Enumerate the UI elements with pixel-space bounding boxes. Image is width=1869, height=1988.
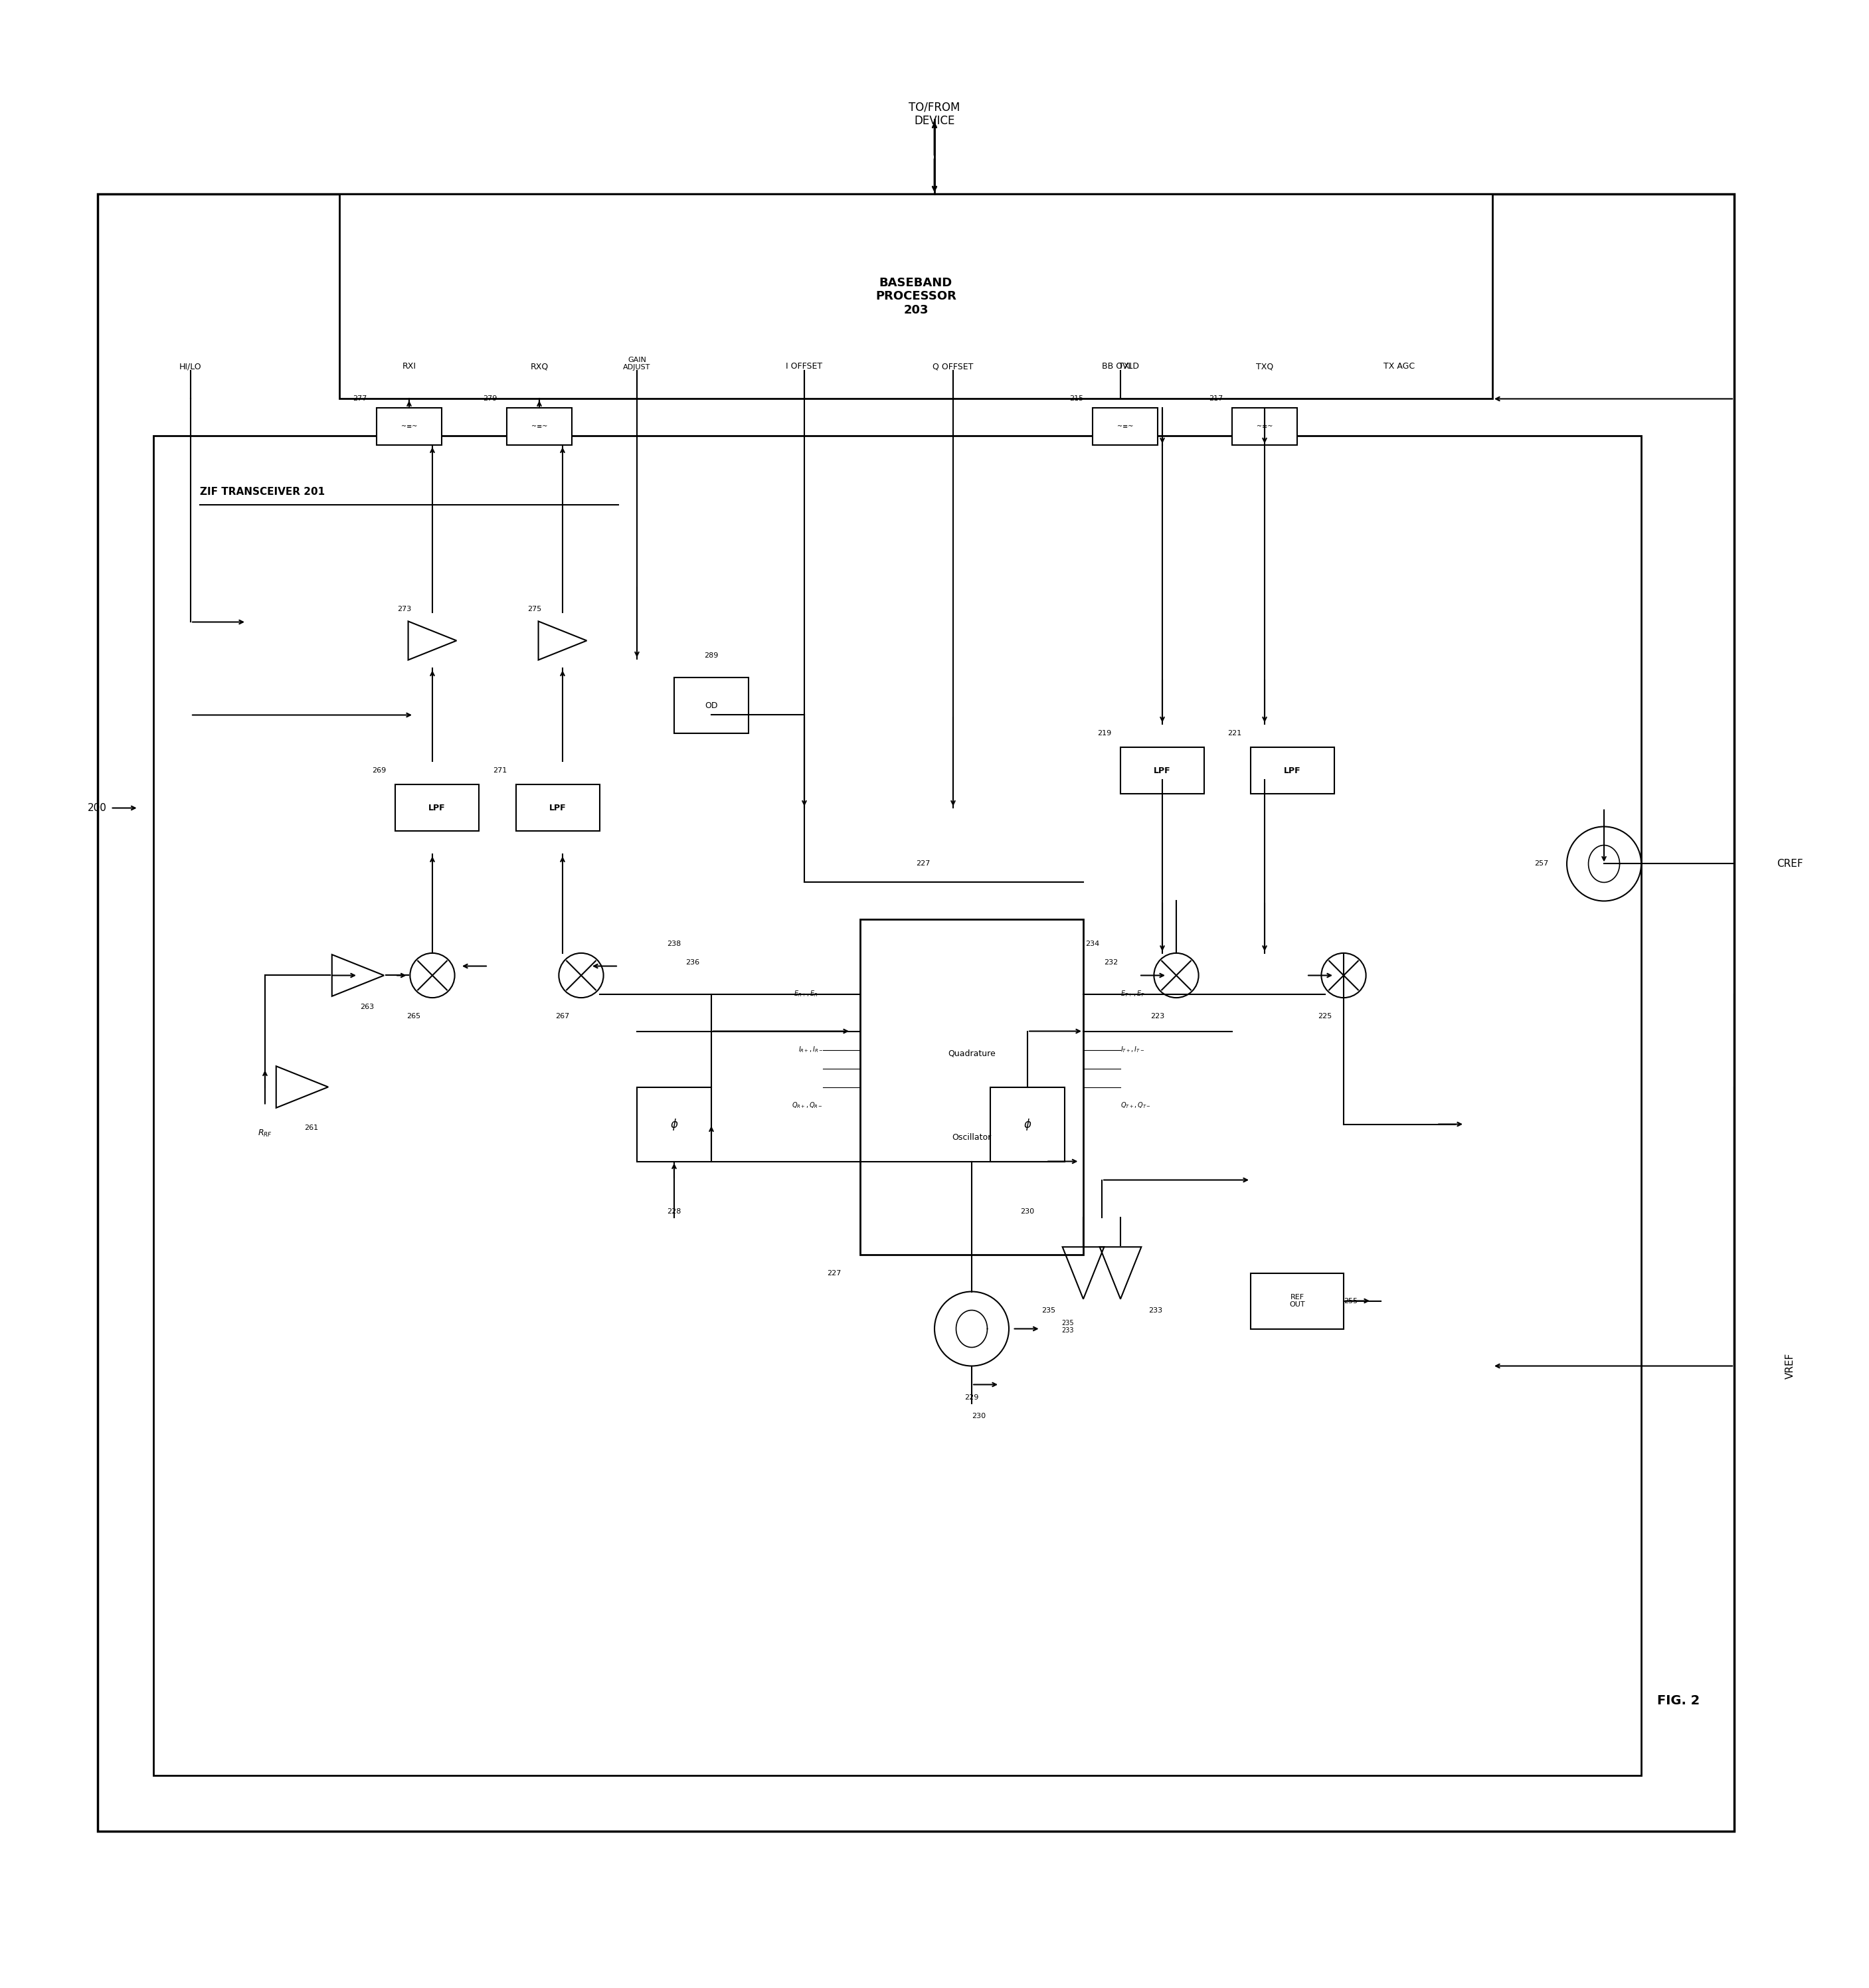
Text: $Q_{R+}, Q_{R-}$: $Q_{R+}, Q_{R-}$	[792, 1101, 822, 1109]
Text: 230: 230	[1020, 1209, 1035, 1215]
Text: 234: 234	[1086, 940, 1099, 948]
Text: 236: 236	[686, 960, 699, 966]
Text: I OFFSET: I OFFSET	[787, 362, 822, 372]
Text: 230: 230	[972, 1411, 985, 1419]
Text: BB OVLD: BB OVLD	[1103, 362, 1138, 372]
Text: $I_{T+}, I_{T-}$: $I_{T+}, I_{T-}$	[1121, 1046, 1144, 1054]
Text: $E_{T+}, E_{T-}$: $E_{T+}, E_{T-}$	[1121, 990, 1149, 998]
FancyBboxPatch shape	[675, 678, 748, 734]
Text: LPF: LPF	[1153, 767, 1170, 775]
FancyBboxPatch shape	[1093, 408, 1157, 445]
Text: 269: 269	[372, 767, 385, 773]
FancyBboxPatch shape	[376, 408, 441, 445]
Text: $E_{R+}, E_{R-}$: $E_{R+}, E_{R-}$	[794, 990, 822, 998]
Text: CREF: CREF	[1777, 859, 1804, 869]
FancyBboxPatch shape	[991, 1087, 1065, 1161]
Text: 227: 227	[916, 861, 931, 867]
Text: 200: 200	[88, 803, 107, 813]
Text: Quadrature: Quadrature	[948, 1050, 996, 1058]
Text: 225: 225	[1318, 1012, 1333, 1020]
Text: 265: 265	[407, 1012, 421, 1020]
Text: ZIF TRANSCEIVER 201: ZIF TRANSCEIVER 201	[200, 487, 325, 497]
Text: ~≡~: ~≡~	[402, 423, 417, 429]
FancyBboxPatch shape	[506, 408, 572, 445]
Text: GAIN
ADJUST: GAIN ADJUST	[622, 356, 650, 372]
Text: TO/FROM
DEVICE: TO/FROM DEVICE	[908, 101, 961, 127]
FancyBboxPatch shape	[516, 785, 600, 831]
Text: ~≡~: ~≡~	[531, 423, 548, 429]
Text: 267: 267	[555, 1012, 570, 1020]
FancyBboxPatch shape	[1250, 747, 1334, 793]
Text: FIG. 2: FIG. 2	[1658, 1694, 1699, 1708]
Text: 235
233: 235 233	[1062, 1320, 1075, 1334]
Text: OD: OD	[705, 702, 718, 710]
Text: 255: 255	[1344, 1298, 1357, 1304]
Text: 257: 257	[1534, 861, 1548, 867]
Text: 217: 217	[1209, 396, 1222, 402]
FancyBboxPatch shape	[1121, 747, 1204, 793]
Text: RXI: RXI	[402, 362, 417, 372]
Text: TX AGC: TX AGC	[1383, 362, 1415, 372]
Text: ~≡~: ~≡~	[1118, 423, 1133, 429]
Text: HI/LO: HI/LO	[179, 362, 202, 372]
Text: BASEBAND
PROCESSOR
203: BASEBAND PROCESSOR 203	[875, 276, 957, 316]
Text: $I_{R+}, I_{R-}$: $I_{R+}, I_{R-}$	[798, 1046, 822, 1054]
Text: TXQ: TXQ	[1256, 362, 1273, 372]
Text: 279: 279	[484, 396, 497, 402]
Text: 227: 227	[828, 1270, 841, 1276]
Text: 215: 215	[1069, 396, 1084, 402]
FancyBboxPatch shape	[340, 195, 1493, 400]
FancyBboxPatch shape	[153, 435, 1641, 1775]
FancyBboxPatch shape	[1250, 1272, 1344, 1328]
Text: $R_{RF}$: $R_{RF}$	[258, 1129, 273, 1139]
FancyBboxPatch shape	[637, 1087, 712, 1161]
FancyBboxPatch shape	[860, 920, 1084, 1254]
Text: 289: 289	[705, 652, 718, 660]
FancyBboxPatch shape	[1232, 408, 1297, 445]
FancyBboxPatch shape	[394, 785, 478, 831]
Text: 273: 273	[398, 606, 411, 612]
Text: 223: 223	[1151, 1012, 1164, 1020]
Text: $Q_{T+}, Q_{T-}$: $Q_{T+}, Q_{T-}$	[1121, 1101, 1151, 1109]
Text: 232: 232	[1105, 960, 1118, 966]
Text: $\phi$: $\phi$	[669, 1117, 678, 1131]
Text: 229: 229	[964, 1394, 979, 1400]
Text: VREF: VREF	[1785, 1354, 1794, 1380]
Text: Oscillator: Oscillator	[951, 1133, 991, 1141]
Text: REF
OUT: REF OUT	[1290, 1294, 1305, 1308]
FancyBboxPatch shape	[97, 195, 1734, 1831]
Text: ~≡~: ~≡~	[1256, 423, 1273, 429]
Text: LPF: LPF	[1284, 767, 1301, 775]
Text: 235: 235	[1041, 1306, 1056, 1314]
Text: LPF: LPF	[549, 803, 566, 813]
Text: 228: 228	[667, 1209, 680, 1215]
Text: 275: 275	[527, 606, 542, 612]
Text: 271: 271	[493, 767, 506, 773]
Text: LPF: LPF	[428, 803, 445, 813]
Text: 261: 261	[305, 1123, 318, 1131]
Text: Q OFFSET: Q OFFSET	[933, 362, 974, 372]
Text: 263: 263	[361, 1004, 374, 1010]
Text: RXQ: RXQ	[531, 362, 548, 372]
Text: $\phi$: $\phi$	[1024, 1117, 1032, 1131]
Text: 219: 219	[1097, 730, 1112, 738]
Text: 233: 233	[1148, 1306, 1163, 1314]
Text: 238: 238	[667, 940, 680, 948]
Text: 221: 221	[1228, 730, 1241, 738]
Text: TXI: TXI	[1118, 362, 1133, 372]
Text: 277: 277	[353, 396, 368, 402]
